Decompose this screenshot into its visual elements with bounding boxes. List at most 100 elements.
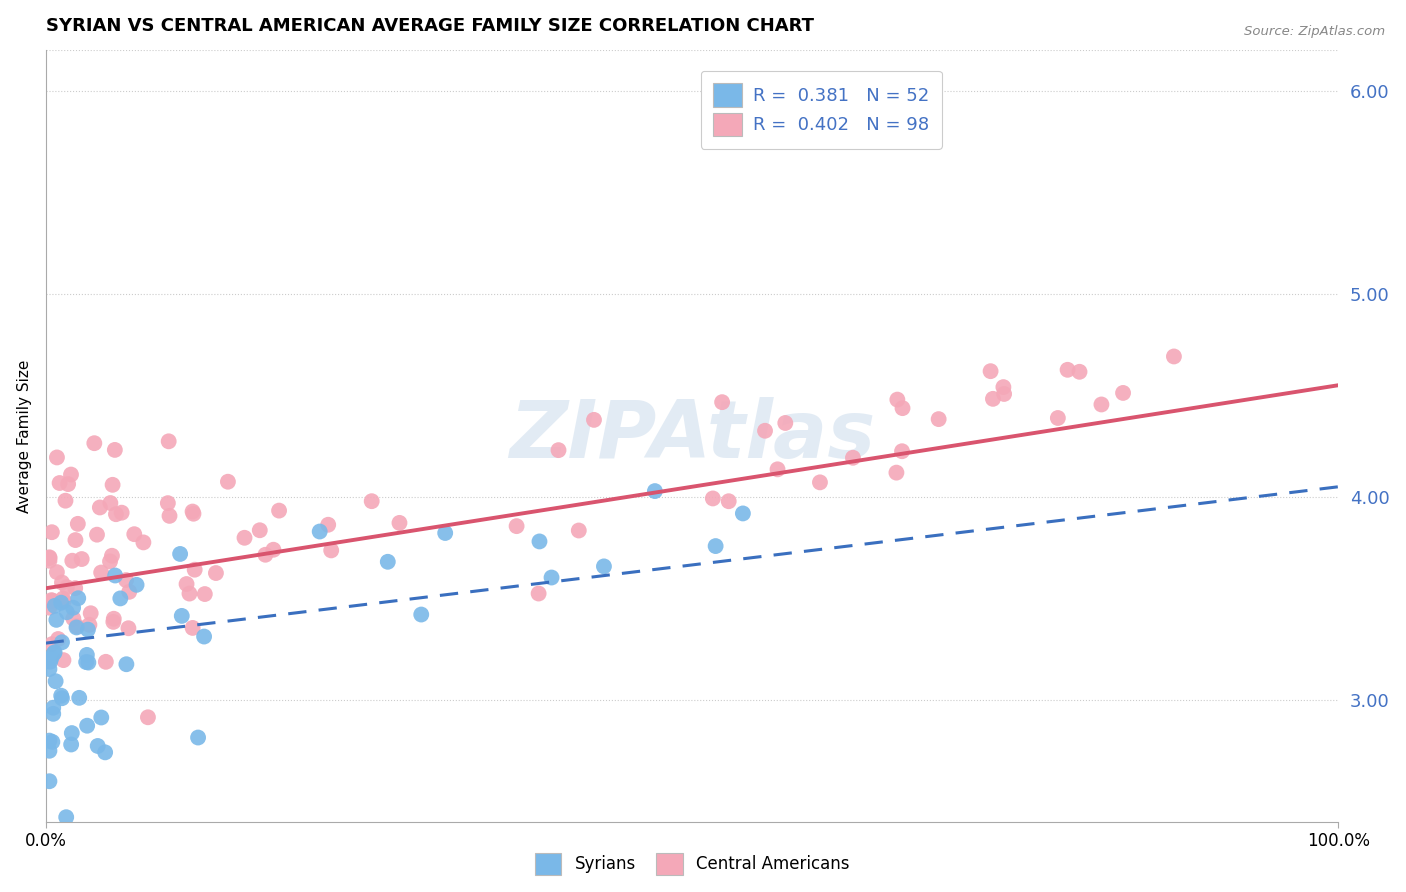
Point (527, 586, 550, 600)
Point (39, 655, 62, 669)
Point (55, 810, 77, 824)
Point (46, 632, 69, 646)
Point (42, 700, 65, 714)
Point (505, 519, 527, 533)
Point (110, 591, 132, 606)
Point (181, 621, 204, 635)
Point (1056, 363, 1078, 377)
Point (262, 542, 284, 557)
Point (118, 584, 141, 599)
Point (67, 591, 90, 606)
Point (217, 475, 239, 489)
Point (808, 475, 831, 490)
Point (90, 566, 112, 580)
Point (842, 450, 865, 465)
Point (59, 467, 82, 482)
Point (766, 462, 789, 476)
Point (1069, 365, 1091, 379)
Point (80, 607, 103, 621)
Point (87, 739, 110, 753)
Point (41, 651, 63, 665)
Point (731, 507, 754, 521)
Point (891, 444, 914, 458)
Point (179, 586, 201, 600)
Point (267, 503, 290, 517)
Point (1112, 386, 1135, 401)
Point (52, 594, 75, 608)
Point (101, 478, 124, 492)
Point (103, 615, 125, 629)
Point (39, 593, 62, 607)
Point (980, 364, 1002, 378)
Point (38, 733, 60, 747)
Point (181, 504, 204, 518)
Point (77, 623, 100, 637)
Point (65, 533, 87, 547)
Point (434, 526, 457, 541)
Point (38, 662, 60, 676)
Point (94, 745, 117, 759)
Point (38, 744, 60, 758)
Point (103, 612, 125, 626)
Point (62, 600, 84, 615)
Point (38, 554, 60, 568)
Point (42, 706, 65, 721)
Point (66, 516, 89, 531)
Point (45, 674, 67, 689)
Point (48, 475, 70, 490)
Point (104, 442, 127, 457)
Point (644, 484, 666, 499)
Point (115, 657, 138, 672)
Point (56, 605, 79, 619)
Point (582, 413, 605, 427)
Point (254, 548, 277, 562)
Point (754, 424, 776, 438)
Point (308, 524, 330, 539)
Point (79, 617, 101, 632)
Point (169, 547, 191, 561)
Point (981, 392, 1004, 406)
Point (52, 591, 75, 606)
Point (51, 691, 73, 706)
Point (117, 621, 139, 635)
Point (55, 493, 77, 508)
Point (993, 387, 1015, 401)
Point (94, 655, 117, 669)
Y-axis label: Average Family Size: Average Family Size (17, 359, 32, 513)
Point (38, 600, 60, 615)
Point (157, 434, 180, 449)
Point (540, 570, 562, 584)
Point (63, 581, 86, 595)
Point (44, 645, 66, 659)
Point (568, 524, 591, 538)
Point (60, 554, 83, 568)
Point (65, 620, 87, 634)
Point (89, 500, 111, 515)
Text: ZIPAtlas: ZIPAtlas (509, 397, 875, 475)
Point (51, 689, 73, 703)
Point (183, 507, 205, 521)
Point (547, 443, 569, 458)
Point (411, 607, 433, 622)
Point (77, 656, 100, 670)
Point (41, 593, 63, 607)
Point (249, 523, 271, 537)
Point (316, 517, 339, 532)
Point (44, 599, 66, 613)
Point (76, 719, 98, 733)
Point (360, 494, 382, 508)
Point (529, 534, 551, 549)
Point (891, 401, 914, 416)
Point (75, 655, 97, 669)
Point (70, 552, 93, 566)
Point (51, 575, 73, 590)
Point (41, 525, 63, 540)
Point (702, 491, 724, 506)
Point (122, 527, 145, 541)
Point (62, 611, 84, 625)
Point (377, 555, 399, 569)
Point (125, 578, 148, 592)
Point (52, 653, 75, 667)
Point (45, 613, 67, 627)
Point (187, 731, 209, 745)
